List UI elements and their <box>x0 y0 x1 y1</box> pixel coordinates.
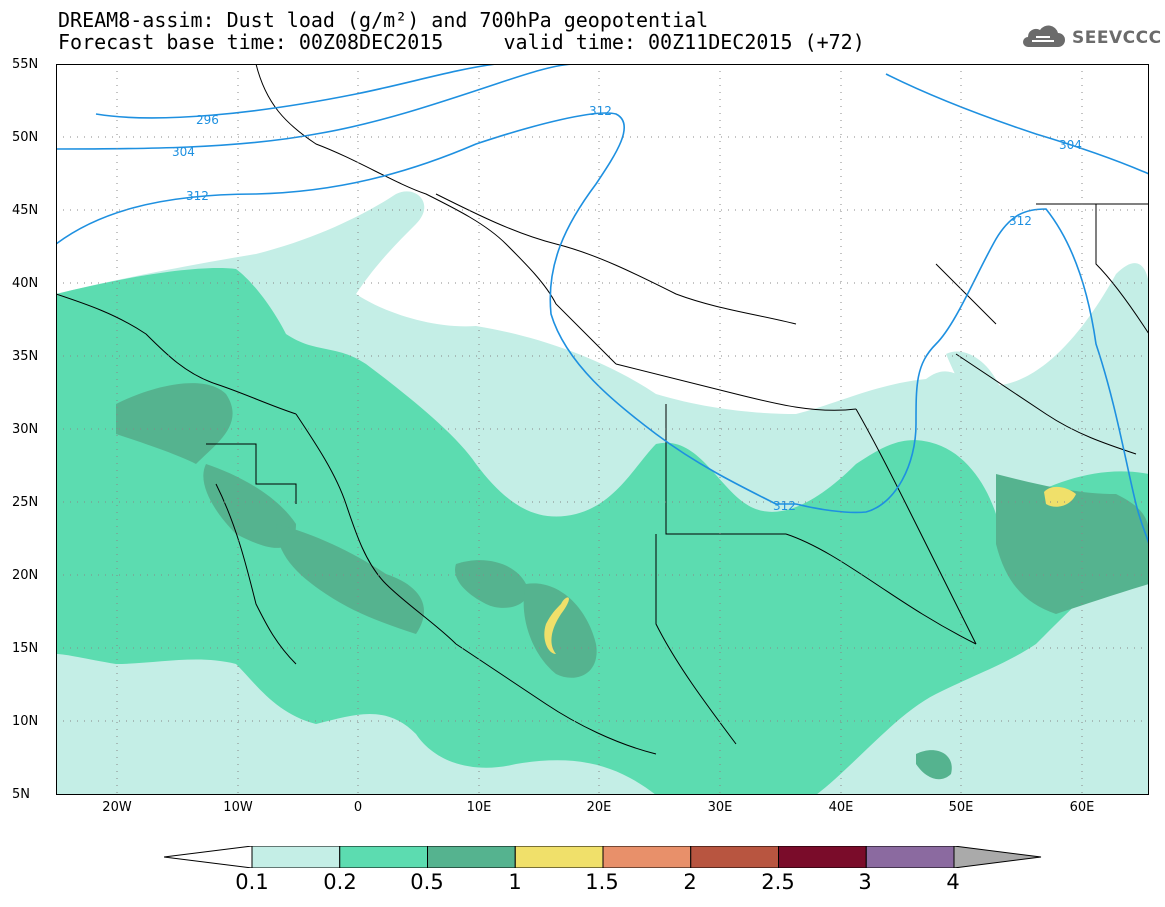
colorbar-cell <box>690 846 779 868</box>
contour-label: 312 <box>1009 214 1032 228</box>
dust-load-map: 296 304 312 312 312 304 312 <box>56 64 1149 795</box>
colorbar-label: 0.1 <box>235 870 269 894</box>
lon-label: 20W <box>102 800 132 815</box>
contour-label: 304 <box>1059 138 1082 152</box>
contour-label: 296 <box>196 113 219 127</box>
colorbar-label: 4 <box>946 870 960 894</box>
contour-label: 312 <box>773 499 796 513</box>
colorbar <box>164 846 1042 868</box>
lat-label: 35N <box>12 349 39 364</box>
forecast-times: Forecast base time: 00Z08DEC2015 valid t… <box>58 30 865 54</box>
lat-label: 50N <box>12 130 39 145</box>
gridlines <box>56 64 1149 795</box>
map-title: DREAM8-assim: Dust load (g/m²) and 700hP… <box>58 8 709 32</box>
colorbar-label: 1 <box>508 870 522 894</box>
colorbar-extend-low <box>164 846 253 868</box>
dust-band-1 <box>544 486 1076 654</box>
colorbar-label: 0.2 <box>323 870 357 894</box>
colorbar-cell <box>602 846 692 868</box>
lon-label: 10E <box>466 800 492 815</box>
lat-label: 30N <box>12 422 39 437</box>
geopotential-contours <box>56 64 1149 545</box>
lon-label: 20E <box>586 800 612 815</box>
dust-band-0.5 <box>116 383 1149 780</box>
colorbar-label: 2.5 <box>761 870 795 894</box>
colorbar-label: 3 <box>858 870 872 894</box>
colorbar-cell <box>251 846 341 868</box>
lat-label: 10N <box>12 714 39 729</box>
colorbar-cell <box>427 846 516 868</box>
colorbar-label: 2 <box>683 870 697 894</box>
lat-label: 5N <box>12 787 30 802</box>
colorbar-label: 0.5 <box>410 870 444 894</box>
colorbar-cell <box>778 846 867 868</box>
logo-text: SEEVCCC <box>1072 28 1162 48</box>
contour-label: 312 <box>186 189 209 203</box>
lat-label: 15N <box>12 641 39 656</box>
colorbar-extend-high <box>953 846 1042 868</box>
colorbar-cell <box>339 846 428 868</box>
lon-label: 50E <box>948 800 974 815</box>
contour-labels: 296 304 312 312 312 304 312 <box>172 104 1082 513</box>
country-borders <box>56 64 1149 755</box>
colorbar-cell <box>865 846 955 868</box>
lat-label: 20N <box>12 568 39 583</box>
seevccc-logo: SEEVCCC <box>1018 24 1162 52</box>
colorbar-cell <box>514 846 604 868</box>
lat-label: 45N <box>12 203 39 218</box>
lon-label: 0 <box>353 800 363 815</box>
contour-label: 312 <box>589 104 612 118</box>
lon-label: 30E <box>707 800 733 815</box>
contour-label: 304 <box>172 145 195 159</box>
colorbar-label: 1.5 <box>585 870 619 894</box>
lat-label: 55N <box>12 57 39 72</box>
lon-label: 40E <box>828 800 854 815</box>
lat-label: 25N <box>12 495 39 510</box>
cloud-icon <box>1023 25 1065 47</box>
lon-label: 10W <box>223 800 253 815</box>
lat-label: 40N <box>12 276 39 291</box>
dust-band-0.2 <box>56 268 1149 795</box>
lon-label: 60E <box>1069 800 1095 815</box>
